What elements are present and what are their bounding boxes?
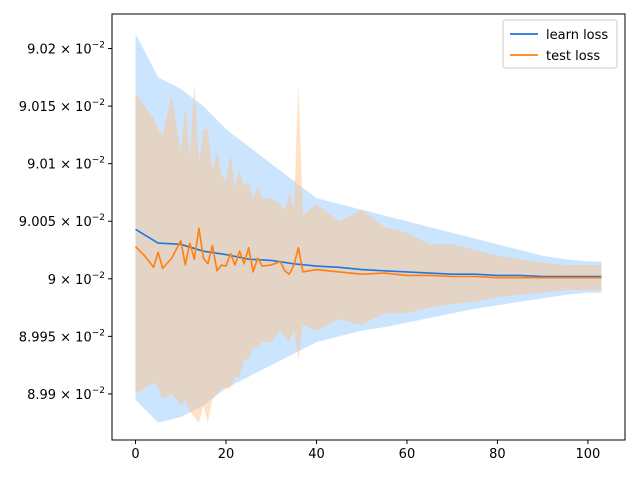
y-tick-label: 8.99 × 10−2 — [27, 386, 105, 403]
x-tick-label: 40 — [308, 447, 325, 462]
legend-box — [502, 19, 618, 69]
y-axis: 8.99 × 10−2 8.995 × 10−2 9 × 10−2 9.005 × 1… — [19, 41, 112, 403]
y-tick-label: 9 × 10−2 — [48, 271, 105, 288]
y-tick-label: 9.02 × 10−2 — [27, 41, 105, 58]
plot-area-frame — [111, 13, 626, 441]
y-tick-label: 9.005 × 10−2 — [19, 213, 105, 230]
x-tick-label: 20 — [218, 447, 235, 462]
x-tick-label: 0 — [131, 447, 139, 462]
y-tick-label: 9.015 × 10−2 — [19, 98, 105, 115]
series-band-2 — [135, 83, 602, 423]
x-tick-label: 100 — [575, 447, 600, 462]
x-tick-label: 60 — [399, 447, 416, 462]
y-tick-label: 9.01 × 10−2 — [27, 156, 105, 173]
series-lines — [134, 227, 602, 279]
x-axis: 0 20 40 60 80 100 — [131, 440, 600, 462]
y-tick-label: 8.995 × 10−2 — [19, 328, 105, 345]
series-line-1 — [135, 228, 602, 278]
legend-label-1: learn loss — [546, 28, 608, 43]
series-band-1 — [135, 33, 602, 423]
series-line-2 — [134, 227, 602, 279]
legend: learn loss test loss — [502, 19, 618, 69]
x-tick-label: 80 — [489, 447, 506, 462]
confidence-bands — [135, 33, 602, 423]
legend-label-2: test loss — [546, 49, 600, 64]
